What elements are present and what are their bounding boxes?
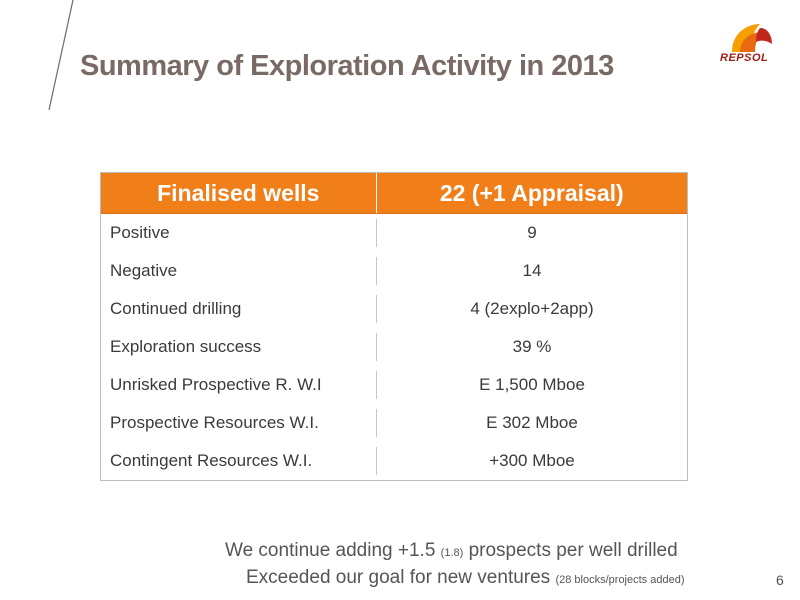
row-value: +300 Mboe [489, 451, 575, 470]
table-row: Contingent Resources W.I. +300 Mboe [101, 442, 687, 480]
footer-prospects-note: We continue adding +1.5 (1.8) prospects … [225, 540, 678, 562]
table-row: Prospective Resources W.I. E 302 Mboe [101, 404, 687, 442]
table-header-row: Finalised wells 22 (+1 Appraisal) [101, 173, 687, 214]
row-label: Exploration success [101, 333, 377, 361]
row-value: 4 (2explo+2app) [470, 299, 594, 318]
row-value: E 1,500 Mboe [479, 375, 585, 394]
exploration-summary-table: Finalised wells 22 (+1 Appraisal) Positi… [100, 172, 688, 481]
footer-line1-end: prospects per well drilled [463, 540, 678, 561]
row-label: Positive [101, 219, 377, 247]
page-number: 6 [776, 572, 784, 588]
row-label: Continued drilling [101, 295, 377, 323]
row-label: Unrisked Prospective R. W.I [101, 371, 377, 399]
footer-line2-small: (28 blocks/projects added) [555, 574, 685, 586]
row-label: Contingent Resources W.I. [101, 447, 377, 475]
row-value: 9 [527, 223, 537, 242]
row-value: 39 % [512, 337, 552, 356]
header-well-count: 22 (+1 Appraisal) [439, 179, 624, 206]
footer-line2-main: Exceeded our goal for new ventures [246, 567, 556, 588]
table-row: Continued drilling 4 (2explo+2app) [101, 290, 687, 328]
row-value: E 302 Mboe [486, 413, 578, 432]
table-row: Positive 9 [101, 214, 687, 252]
repsol-logo-icon [732, 24, 772, 52]
page-title: Summary of Exploration Activity in 2013 [80, 50, 614, 82]
footer-ventures-note: Exceeded our goal for new ventures (28 b… [246, 567, 684, 589]
table-row: Unrisked Prospective R. W.I E 1,500 Mboe [101, 366, 687, 404]
logo-wordmark: REPSOL [720, 52, 769, 64]
row-label: Prospective Resources W.I. [101, 409, 377, 437]
row-value: 14 [522, 261, 542, 280]
footer-line1-main: We continue adding +1.5 [225, 540, 441, 561]
table-row: Exploration success 39 % [101, 328, 687, 366]
footer-line1-small: (1.8) [440, 547, 464, 559]
decorative-slash-line [48, 0, 74, 110]
table-row: Negative 14 [101, 252, 687, 290]
header-finalised-wells: Finalised wells [101, 173, 377, 213]
row-label: Negative [101, 257, 377, 285]
